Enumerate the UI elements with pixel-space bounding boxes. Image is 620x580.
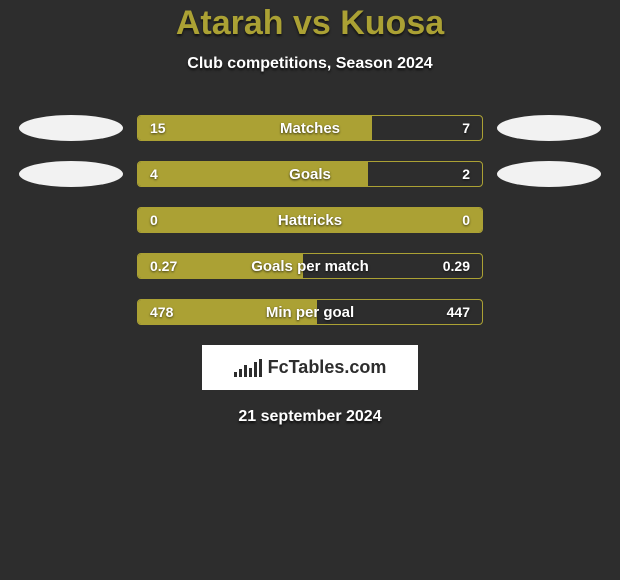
bar-fill-left — [138, 208, 482, 232]
date-label: 21 september 2024 — [0, 408, 620, 426]
stat-value-right: 447 — [447, 300, 470, 324]
subtitle: Club competitions, Season 2024 — [0, 55, 620, 73]
stat-value-left: 0 — [150, 208, 158, 232]
stat-value-left: 478 — [150, 300, 173, 324]
ellipse-icon — [497, 115, 601, 141]
page-title: Atarah vs Kuosa — [0, 4, 620, 43]
stat-value-right: 2 — [462, 162, 470, 186]
stat-row: 0.270.29Goals per match — [0, 253, 620, 279]
team-badge-right — [497, 115, 601, 141]
stat-value-left: 0.27 — [150, 254, 177, 278]
stat-row: 478447Min per goal — [0, 299, 620, 325]
source-logo[interactable]: FcTables.com — [202, 345, 418, 390]
stat-bar: 00Hattricks — [137, 207, 483, 233]
ellipse-icon — [497, 161, 601, 187]
stat-value-left: 15 — [150, 116, 166, 140]
stat-row: 157Matches — [0, 115, 620, 141]
stats-container: Atarah vs Kuosa Club competitions, Seaso… — [0, 0, 620, 426]
team-badge-left — [19, 115, 123, 141]
stat-bar: 42Goals — [137, 161, 483, 187]
stat-value-right: 7 — [462, 116, 470, 140]
ellipse-icon — [19, 115, 123, 141]
ellipse-icon — [19, 161, 123, 187]
stat-bar: 0.270.29Goals per match — [137, 253, 483, 279]
stat-row: 00Hattricks — [0, 207, 620, 233]
logo-text: FcTables.com — [268, 357, 387, 378]
bar-fill-left — [138, 162, 368, 186]
bar-chart-icon — [234, 359, 262, 377]
stat-bar: 157Matches — [137, 115, 483, 141]
team-badge-right — [497, 161, 601, 187]
bar-fill-left — [138, 116, 372, 140]
team-badge-left — [19, 161, 123, 187]
stat-bar: 478447Min per goal — [137, 299, 483, 325]
stat-value-right: 0.29 — [443, 254, 470, 278]
stat-value-left: 4 — [150, 162, 158, 186]
stat-value-right: 0 — [462, 208, 470, 232]
stat-row: 42Goals — [0, 161, 620, 187]
stats-rows: 157Matches42Goals00Hattricks0.270.29Goal… — [0, 115, 620, 325]
